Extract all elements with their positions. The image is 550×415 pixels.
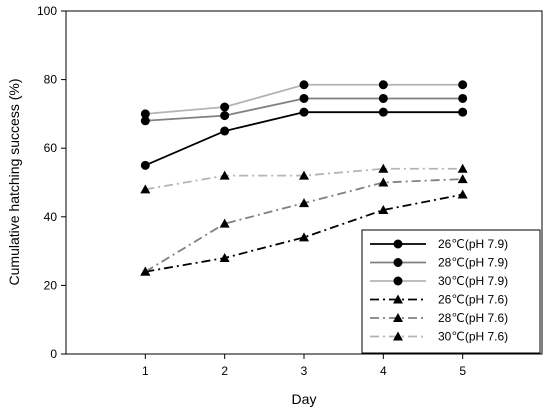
- data-point: [457, 174, 468, 184]
- legend-marker: [393, 313, 403, 322]
- series-5: [140, 174, 468, 276]
- data-point: [458, 93, 468, 103]
- data-point: [458, 80, 468, 90]
- data-point: [378, 163, 389, 173]
- series-3: [140, 80, 468, 119]
- y-axis-title: Cumulative hatching success (%): [6, 79, 22, 286]
- y-tick-label: 20: [44, 278, 58, 292]
- y-tick-label: 60: [44, 141, 58, 155]
- data-point: [140, 109, 150, 119]
- data-point: [378, 204, 389, 214]
- legend-item: 26℃(pH 7.9): [370, 237, 508, 251]
- y-tick-label: 40: [44, 210, 58, 224]
- data-point: [378, 107, 388, 117]
- legend-marker: [393, 276, 403, 286]
- data-point: [220, 102, 230, 112]
- data-point: [299, 232, 309, 242]
- x-tick-label: 1: [142, 364, 149, 378]
- data-point: [299, 80, 309, 90]
- data-point: [140, 160, 150, 170]
- y-tick-label: 100: [37, 4, 57, 18]
- data-point: [219, 252, 230, 262]
- series-6: [140, 163, 468, 194]
- series-1: [140, 107, 468, 170]
- x-tick-label: 3: [301, 364, 308, 378]
- data-point: [378, 80, 388, 90]
- data-point: [219, 170, 230, 180]
- legend-item: 30℃(pH 7.9): [370, 274, 508, 288]
- data-point: [140, 184, 151, 194]
- series-line: [144, 111, 463, 167]
- legend-marker: [393, 294, 403, 304]
- legend: 26℃(pH 7.9) 28℃(pH 7.9) 30℃(pH 7.9) 26℃(pH …: [361, 229, 541, 354]
- series-line: [145, 193, 463, 273]
- legend-box: [361, 229, 541, 354]
- legend-item: 28℃(pH 7.6): [370, 311, 508, 325]
- legend-item: 28℃(pH 7.9): [370, 256, 508, 270]
- legend-label: 30℃(pH 7.9): [438, 274, 508, 288]
- ticks: 0 20 40 60 80 100 1 2 3 4 5: [37, 4, 466, 378]
- data-point: [299, 107, 309, 117]
- legend-marker: [393, 331, 403, 341]
- legend-label: 28℃(pH 7.9): [438, 256, 508, 270]
- data-point: [220, 111, 230, 121]
- data-point: [219, 218, 230, 228]
- legend-label: 26℃(pH 7.9): [438, 237, 508, 251]
- x-tick-label: 2: [221, 364, 228, 378]
- data-point: [299, 198, 309, 208]
- data-point: [140, 266, 151, 276]
- data-point: [458, 107, 468, 117]
- data-point: [378, 177, 389, 187]
- series-2: [140, 93, 468, 126]
- x-tick-label: 5: [459, 364, 466, 378]
- legend-marker: [393, 258, 403, 267]
- series-layer: [140, 80, 468, 276]
- x-tick-label: 4: [380, 364, 387, 378]
- data-point: [299, 93, 309, 103]
- y-tick-label: 0: [50, 347, 57, 361]
- legend-label: 26℃(pH 7.6): [438, 293, 508, 307]
- legend-label: 28℃(pH 7.6): [438, 311, 508, 325]
- data-point: [299, 170, 309, 180]
- legend-label: 30℃(pH 7.6): [438, 330, 508, 344]
- data-point: [457, 163, 468, 173]
- legend-marker: [393, 239, 403, 249]
- data-point: [378, 93, 388, 103]
- data-point: [220, 126, 230, 136]
- x-axis-title: Day: [292, 391, 317, 407]
- legend-item: 26℃(pH 7.6): [370, 293, 508, 307]
- y-tick-label: 80: [44, 73, 58, 87]
- data-point: [457, 189, 468, 199]
- legend-item: 30℃(pH 7.6): [370, 330, 508, 344]
